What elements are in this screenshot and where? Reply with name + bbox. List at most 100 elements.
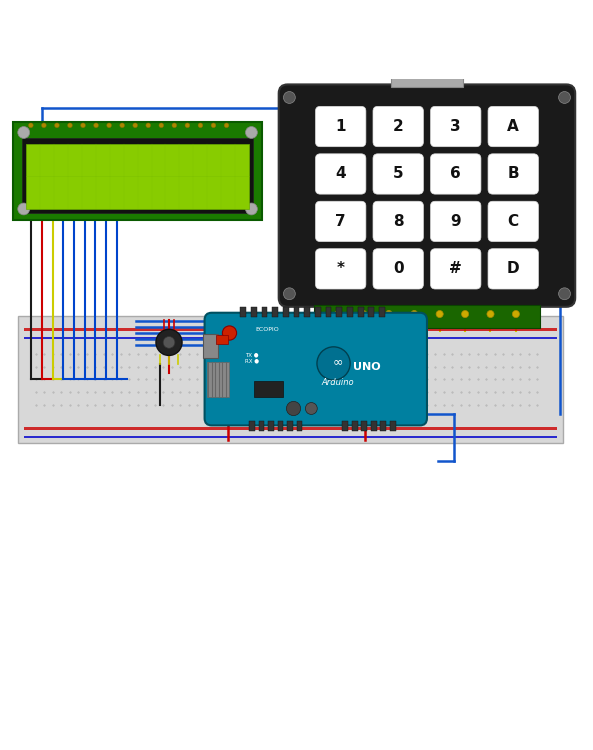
Circle shape: [172, 123, 177, 128]
Circle shape: [42, 123, 46, 128]
Bar: [272, 307, 278, 317]
Bar: [259, 421, 264, 431]
Circle shape: [198, 123, 203, 128]
Circle shape: [185, 123, 190, 128]
Bar: [254, 381, 283, 398]
Text: 1: 1: [336, 119, 346, 134]
Circle shape: [120, 123, 125, 128]
Text: 6: 6: [450, 166, 461, 182]
FancyBboxPatch shape: [279, 85, 575, 307]
Bar: [207, 362, 229, 398]
Circle shape: [283, 92, 295, 104]
Circle shape: [163, 337, 175, 348]
Circle shape: [334, 310, 342, 317]
Bar: [287, 421, 293, 431]
Bar: [304, 307, 310, 317]
Text: 5: 5: [393, 166, 403, 182]
FancyBboxPatch shape: [373, 154, 423, 194]
Text: Arduino: Arduino: [321, 378, 355, 387]
Circle shape: [246, 203, 257, 215]
Bar: [368, 307, 374, 317]
Circle shape: [211, 123, 216, 128]
Circle shape: [487, 310, 494, 317]
Bar: [24, 337, 557, 340]
Bar: [203, 334, 218, 358]
Circle shape: [317, 346, 350, 380]
Bar: [347, 307, 353, 317]
Bar: [26, 144, 249, 209]
Circle shape: [224, 123, 229, 128]
FancyBboxPatch shape: [431, 249, 481, 289]
FancyBboxPatch shape: [315, 249, 366, 289]
FancyBboxPatch shape: [431, 154, 481, 194]
FancyBboxPatch shape: [488, 201, 538, 242]
FancyBboxPatch shape: [373, 106, 423, 147]
Text: 3: 3: [451, 119, 461, 134]
Circle shape: [28, 123, 33, 128]
Circle shape: [81, 123, 85, 128]
Bar: [342, 421, 348, 431]
Bar: [278, 421, 283, 431]
Circle shape: [159, 123, 164, 128]
FancyBboxPatch shape: [315, 154, 366, 194]
Bar: [358, 307, 364, 317]
FancyBboxPatch shape: [373, 249, 423, 289]
Bar: [390, 421, 396, 431]
Text: ∞: ∞: [333, 355, 343, 368]
FancyBboxPatch shape: [488, 106, 538, 147]
Text: TX ●
RX ●: TX ● RX ●: [244, 352, 259, 363]
Bar: [22, 139, 253, 212]
Text: *: *: [337, 261, 345, 276]
Circle shape: [222, 326, 237, 340]
Text: #: #: [449, 261, 462, 276]
Text: 2: 2: [393, 119, 404, 134]
Bar: [216, 335, 228, 344]
Circle shape: [385, 310, 393, 317]
Circle shape: [286, 401, 301, 416]
Text: ECOPIO: ECOPIO: [255, 327, 279, 332]
Bar: [24, 328, 557, 331]
Text: UNO: UNO: [353, 362, 381, 372]
Circle shape: [133, 123, 138, 128]
Circle shape: [18, 203, 30, 215]
FancyBboxPatch shape: [431, 201, 481, 242]
Bar: [18, 316, 563, 443]
Bar: [315, 307, 321, 317]
Text: D: D: [507, 261, 519, 276]
Bar: [13, 122, 262, 220]
Circle shape: [283, 288, 295, 300]
Circle shape: [146, 123, 151, 128]
Bar: [24, 436, 557, 439]
Bar: [251, 307, 257, 317]
Bar: [352, 421, 358, 431]
Circle shape: [360, 310, 367, 317]
Bar: [262, 307, 267, 317]
Text: 4: 4: [336, 166, 346, 182]
Circle shape: [305, 403, 317, 415]
Text: B: B: [508, 166, 519, 182]
Circle shape: [68, 123, 72, 128]
Bar: [24, 427, 557, 430]
Text: 8: 8: [393, 214, 403, 229]
Bar: [283, 307, 289, 317]
Circle shape: [107, 123, 111, 128]
FancyBboxPatch shape: [488, 154, 538, 194]
FancyBboxPatch shape: [205, 313, 427, 425]
Circle shape: [55, 123, 59, 128]
Circle shape: [156, 329, 182, 356]
FancyBboxPatch shape: [373, 201, 423, 242]
Bar: [294, 307, 299, 317]
FancyBboxPatch shape: [488, 249, 538, 289]
Circle shape: [461, 310, 468, 317]
Circle shape: [512, 310, 519, 317]
Bar: [268, 421, 274, 431]
Bar: [240, 307, 246, 317]
Circle shape: [559, 288, 570, 300]
Bar: [391, 73, 463, 88]
Circle shape: [411, 310, 418, 317]
Circle shape: [18, 127, 30, 139]
Text: C: C: [508, 214, 519, 229]
Circle shape: [94, 123, 98, 128]
Circle shape: [246, 127, 257, 139]
Bar: [314, 305, 540, 328]
